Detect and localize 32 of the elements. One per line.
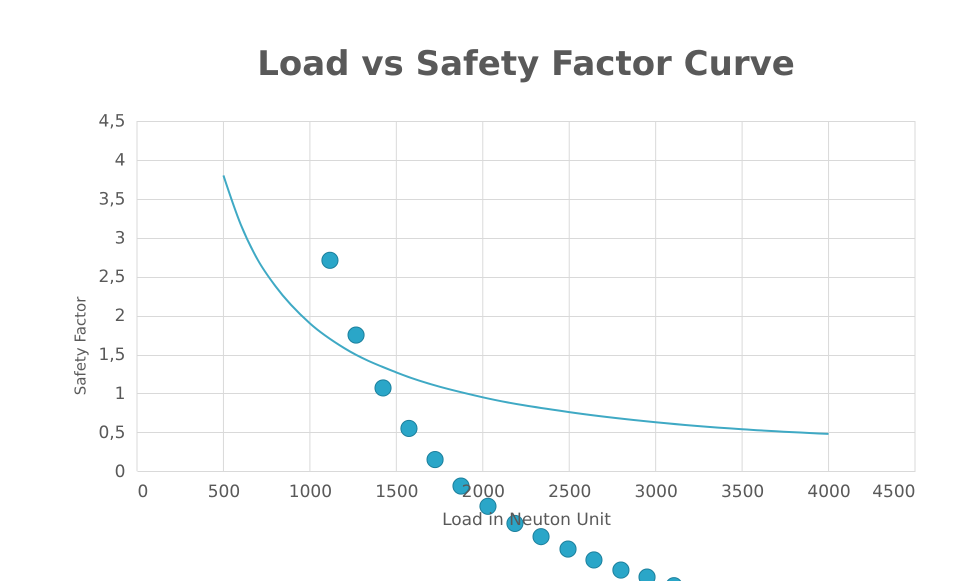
x-tick-label: 500 (208, 482, 240, 502)
y-tick-label: 0,5 (98, 422, 126, 443)
y-axis-title: Safety Factor (71, 296, 90, 396)
point (400, 420, 418, 437)
y-tick-label: 3,5 (98, 189, 126, 210)
y-tick-label: 1,5 (98, 345, 126, 365)
x-tick-label: 1000 (288, 482, 332, 502)
point (426, 451, 444, 468)
x-tick-label: 2000 (462, 482, 505, 502)
x-tick-label: 4000 (807, 482, 851, 502)
x-tick-label: 2500 (548, 482, 592, 502)
x-tick-label: 4500 (872, 482, 916, 502)
line-series (222, 174, 830, 435)
point (612, 562, 630, 579)
point (321, 252, 339, 269)
y-tick-label: 3 (114, 228, 126, 248)
point (559, 540, 577, 558)
y-tick-label: 2,5 (98, 267, 126, 288)
x-tick-label: 3500 (720, 482, 764, 502)
y-tick-label: 4 (114, 150, 126, 170)
x-tick-label: 0 (138, 482, 148, 502)
point (347, 326, 365, 344)
y-tick-label: 1 (114, 384, 126, 404)
x-tick-label: 3000 (634, 482, 678, 502)
point (585, 551, 603, 569)
y-tick-label: 2 (114, 306, 126, 326)
y-tick-label: 4,5 (98, 112, 126, 132)
x-tick-label: 1500 (375, 482, 418, 502)
y-tick-label: 0 (114, 462, 126, 482)
point (374, 379, 392, 397)
chart-title: Load vs Safety Factor Curve (257, 44, 795, 84)
point (532, 528, 550, 546)
